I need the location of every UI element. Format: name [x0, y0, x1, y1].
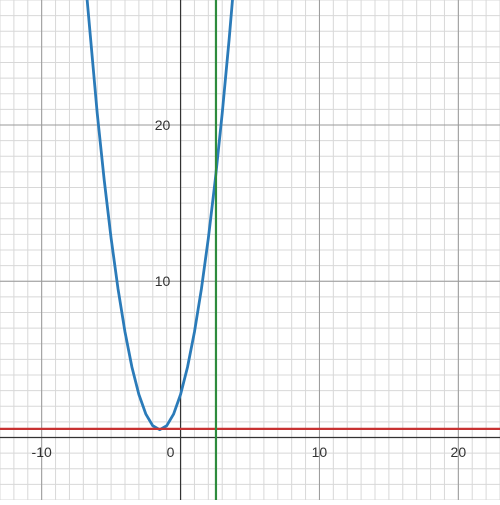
- coordinate-plane: [0, 0, 500, 500]
- x-tick-10: 10: [312, 444, 328, 460]
- y-tick-20: 20: [155, 117, 171, 133]
- chart-svg: [0, 0, 500, 500]
- x-tick-0: 0: [167, 444, 175, 460]
- x-tick-neg10: -10: [32, 444, 52, 460]
- parabola: [69, 0, 250, 430]
- x-tick-20: 20: [451, 444, 467, 460]
- y-tick-10: 10: [155, 273, 171, 289]
